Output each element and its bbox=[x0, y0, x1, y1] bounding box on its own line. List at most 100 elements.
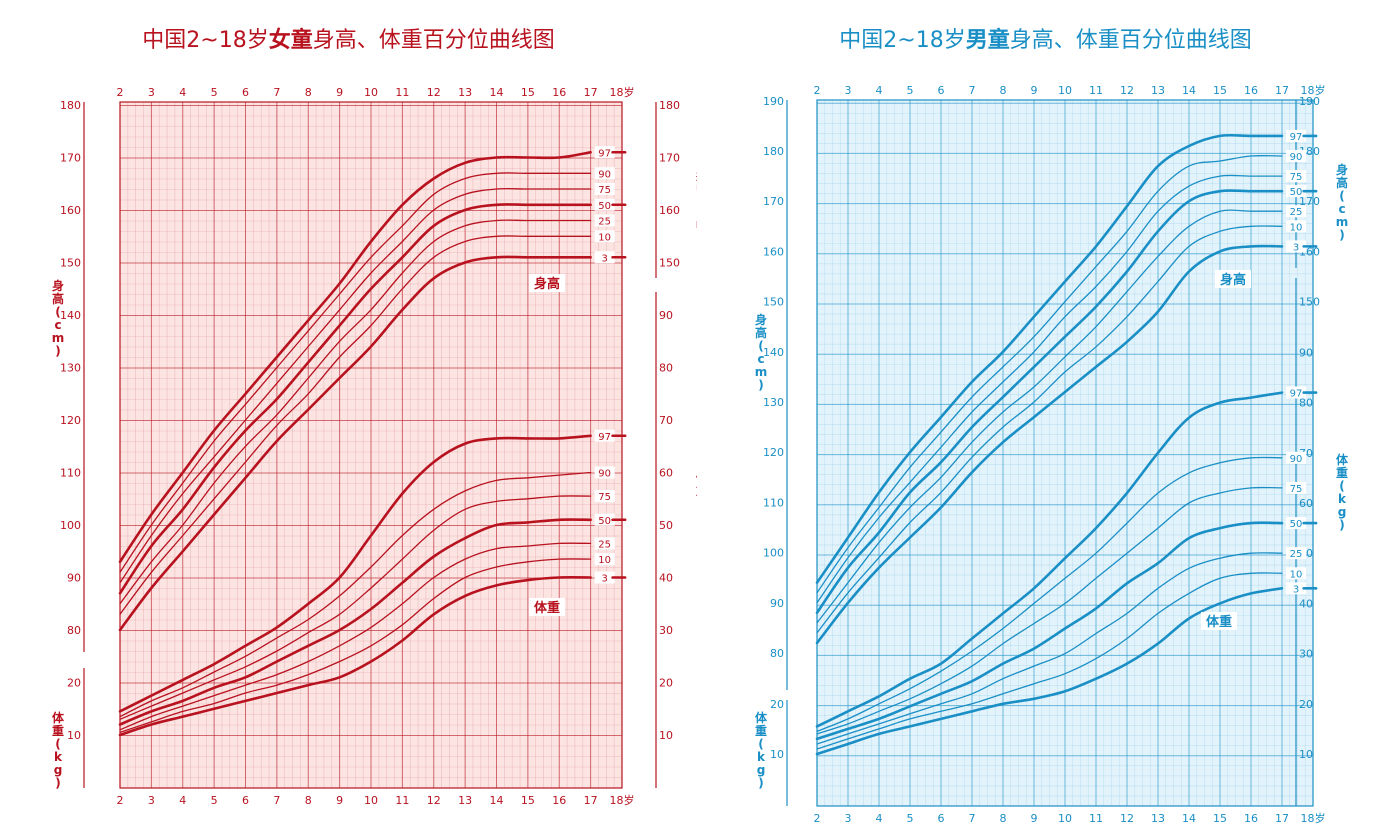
svg-text:c: c bbox=[757, 352, 764, 366]
x-tick-bottom: 9 bbox=[1031, 812, 1038, 825]
height-curve-p75 bbox=[119, 187, 592, 584]
weight-curve-p97 bbox=[118, 434, 592, 713]
svg-text:重: 重 bbox=[1336, 465, 1348, 480]
left-height-tick: 160 bbox=[60, 204, 81, 217]
x-tick-top: 11 bbox=[1089, 84, 1103, 97]
left-height-tick: 130 bbox=[763, 396, 784, 409]
left-weight-tick: 20 bbox=[770, 698, 784, 711]
weight-percentile-label: 97 bbox=[1290, 389, 1303, 400]
girls-chart-panel: 中国2~18岁女童身高、体重百分位曲线图 2 2 3 3 4 4 5 5 6 6 7 7 8 8 9 9 10 1… bbox=[0, 22, 697, 807]
girls-chart-title: 中国2~18岁女童身高、体重百分位曲线图 bbox=[0, 22, 697, 54]
height-percentile-label: 3 bbox=[601, 253, 607, 264]
height-percentile-label: 3 bbox=[1293, 242, 1299, 253]
right-weight-tick: 40 bbox=[659, 572, 673, 585]
right-weight-tick: 30 bbox=[1299, 648, 1313, 661]
outer-axes bbox=[786, 100, 1297, 806]
left-height-axis-label: 身高(cm) bbox=[52, 278, 65, 358]
height-curve-p90 bbox=[119, 172, 592, 573]
x-tick-bottom: 7 bbox=[273, 794, 280, 807]
weight-curve-p25 bbox=[816, 552, 1283, 745]
svg-text:重: 重 bbox=[52, 723, 64, 738]
weight-percentile-label: 90 bbox=[1290, 454, 1303, 465]
x-tick-top: 2 bbox=[814, 84, 821, 97]
x-tick-top: 2 bbox=[117, 86, 124, 99]
height-curve-p25 bbox=[816, 209, 1283, 624]
right-height-tick: 170 bbox=[659, 152, 680, 165]
girls-title-prefix: 中国2~18岁 bbox=[142, 28, 269, 53]
svg-text:身: 身 bbox=[1336, 162, 1348, 177]
height-percentile-label: 75 bbox=[598, 185, 611, 196]
x-tick-bottom: 10 bbox=[364, 794, 378, 807]
right-weight-tick: 60 bbox=[1299, 497, 1313, 510]
boys-chart-panel: 中国2~18岁男童身高、体重百分位曲线图 2 2 3 3 4 4 5 5 6 6 7 7 8 8 9 9 10 1… bbox=[697, 0, 1394, 840]
x-tick-bottom: 12 bbox=[1120, 812, 1134, 825]
svg-text:重: 重 bbox=[696, 483, 697, 498]
weight-curve-p75 bbox=[119, 495, 592, 720]
boys-title-prefix: 中国2~18岁 bbox=[839, 28, 966, 53]
height-curve-p10 bbox=[816, 225, 1283, 634]
weight-percentile-label: 90 bbox=[598, 469, 611, 480]
svg-text:c: c bbox=[54, 318, 61, 332]
weight-curve-p90 bbox=[816, 456, 1283, 733]
left-height-tick: 100 bbox=[763, 547, 784, 560]
weight-percentile-label: 25 bbox=[1290, 549, 1303, 560]
x-tick-bottom: 3 bbox=[148, 794, 155, 807]
weight-curve-p50 bbox=[118, 518, 592, 726]
x-tick-top: 5 bbox=[907, 84, 914, 97]
boys-title-suffix: 身高、体重百分位曲线图 bbox=[1009, 28, 1252, 53]
svg-text:): ) bbox=[1339, 228, 1344, 242]
height-curves-label: 身高 bbox=[534, 276, 560, 292]
x-tick-top: 4 bbox=[179, 86, 186, 99]
girls-growth-chart: 2 2 3 3 4 4 5 5 6 6 7 7 8 8 9 9 10 10 11 11 12 12 13 13 14 14 15 15… bbox=[52, 85, 697, 807]
height-curves: 3 10 25 50 75 90 97 bbox=[118, 146, 627, 632]
svg-text:(: ( bbox=[1339, 189, 1344, 203]
x-tick-bottom: 4 bbox=[876, 812, 883, 825]
x-tick-top: 3 bbox=[845, 84, 852, 97]
x-tick-top: 7 bbox=[273, 86, 280, 99]
svg-text:体: 体 bbox=[755, 710, 768, 725]
svg-text:体: 体 bbox=[52, 710, 65, 725]
weight-curve-p75 bbox=[816, 486, 1283, 735]
svg-text:m: m bbox=[52, 331, 65, 345]
left-height-tick: 190 bbox=[763, 95, 784, 108]
right-height-tick: 190 bbox=[1299, 95, 1320, 108]
svg-text:): ) bbox=[55, 344, 60, 358]
x-tick-bottom: 15 bbox=[1213, 812, 1227, 825]
x-tick-bottom: 17 bbox=[1275, 812, 1289, 825]
svg-text:k: k bbox=[1338, 492, 1347, 506]
x-tick-bottom: 16 bbox=[1244, 812, 1258, 825]
right-weight-axis-label: 体重(kg) bbox=[696, 470, 697, 498]
height-curves-label: 身高 bbox=[1220, 272, 1246, 288]
height-percentile-label: 10 bbox=[598, 232, 611, 243]
height-percentile-label: 97 bbox=[1290, 132, 1303, 143]
x-tick-bottom: 18岁 bbox=[610, 793, 635, 807]
left-weight-tick: 10 bbox=[67, 729, 81, 742]
right-height-tick: 170 bbox=[1299, 195, 1320, 208]
left-height-tick: 180 bbox=[763, 145, 784, 158]
right-weight-tick: 20 bbox=[1299, 698, 1313, 711]
x-tick-top: 15 bbox=[1213, 84, 1227, 97]
x-tick-bottom: 2 bbox=[814, 812, 821, 825]
x-tick-top: 5 bbox=[211, 86, 218, 99]
left-height-tick: 100 bbox=[60, 519, 81, 532]
svg-text:体: 体 bbox=[1336, 452, 1349, 467]
right-weight-tick: 90 bbox=[659, 309, 673, 322]
weight-curve-p90 bbox=[119, 471, 592, 718]
x-tick-bottom: 4 bbox=[179, 794, 186, 807]
svg-text:(: ( bbox=[758, 339, 763, 353]
svg-text:m: m bbox=[696, 217, 697, 231]
x-tick-top: 8 bbox=[305, 86, 312, 99]
right-weight-tick: 10 bbox=[659, 729, 673, 742]
svg-text:身: 身 bbox=[52, 278, 64, 293]
right-weight-tick: 90 bbox=[1299, 346, 1313, 359]
x-tick-top: 16 bbox=[552, 86, 566, 99]
weight-percentile-label: 3 bbox=[601, 574, 607, 585]
x-tick-bottom: 5 bbox=[211, 794, 218, 807]
svg-text:m: m bbox=[755, 365, 768, 379]
right-weight-tick: 80 bbox=[1299, 397, 1313, 410]
right-weight-axis-label: 体重(kg) bbox=[1336, 452, 1349, 532]
height-percentile-label: 50 bbox=[1290, 187, 1303, 198]
weight-curves-label: 体重 bbox=[1206, 614, 1232, 630]
height-curve-p25 bbox=[119, 219, 592, 605]
x-tick-top: 12 bbox=[1120, 84, 1134, 97]
